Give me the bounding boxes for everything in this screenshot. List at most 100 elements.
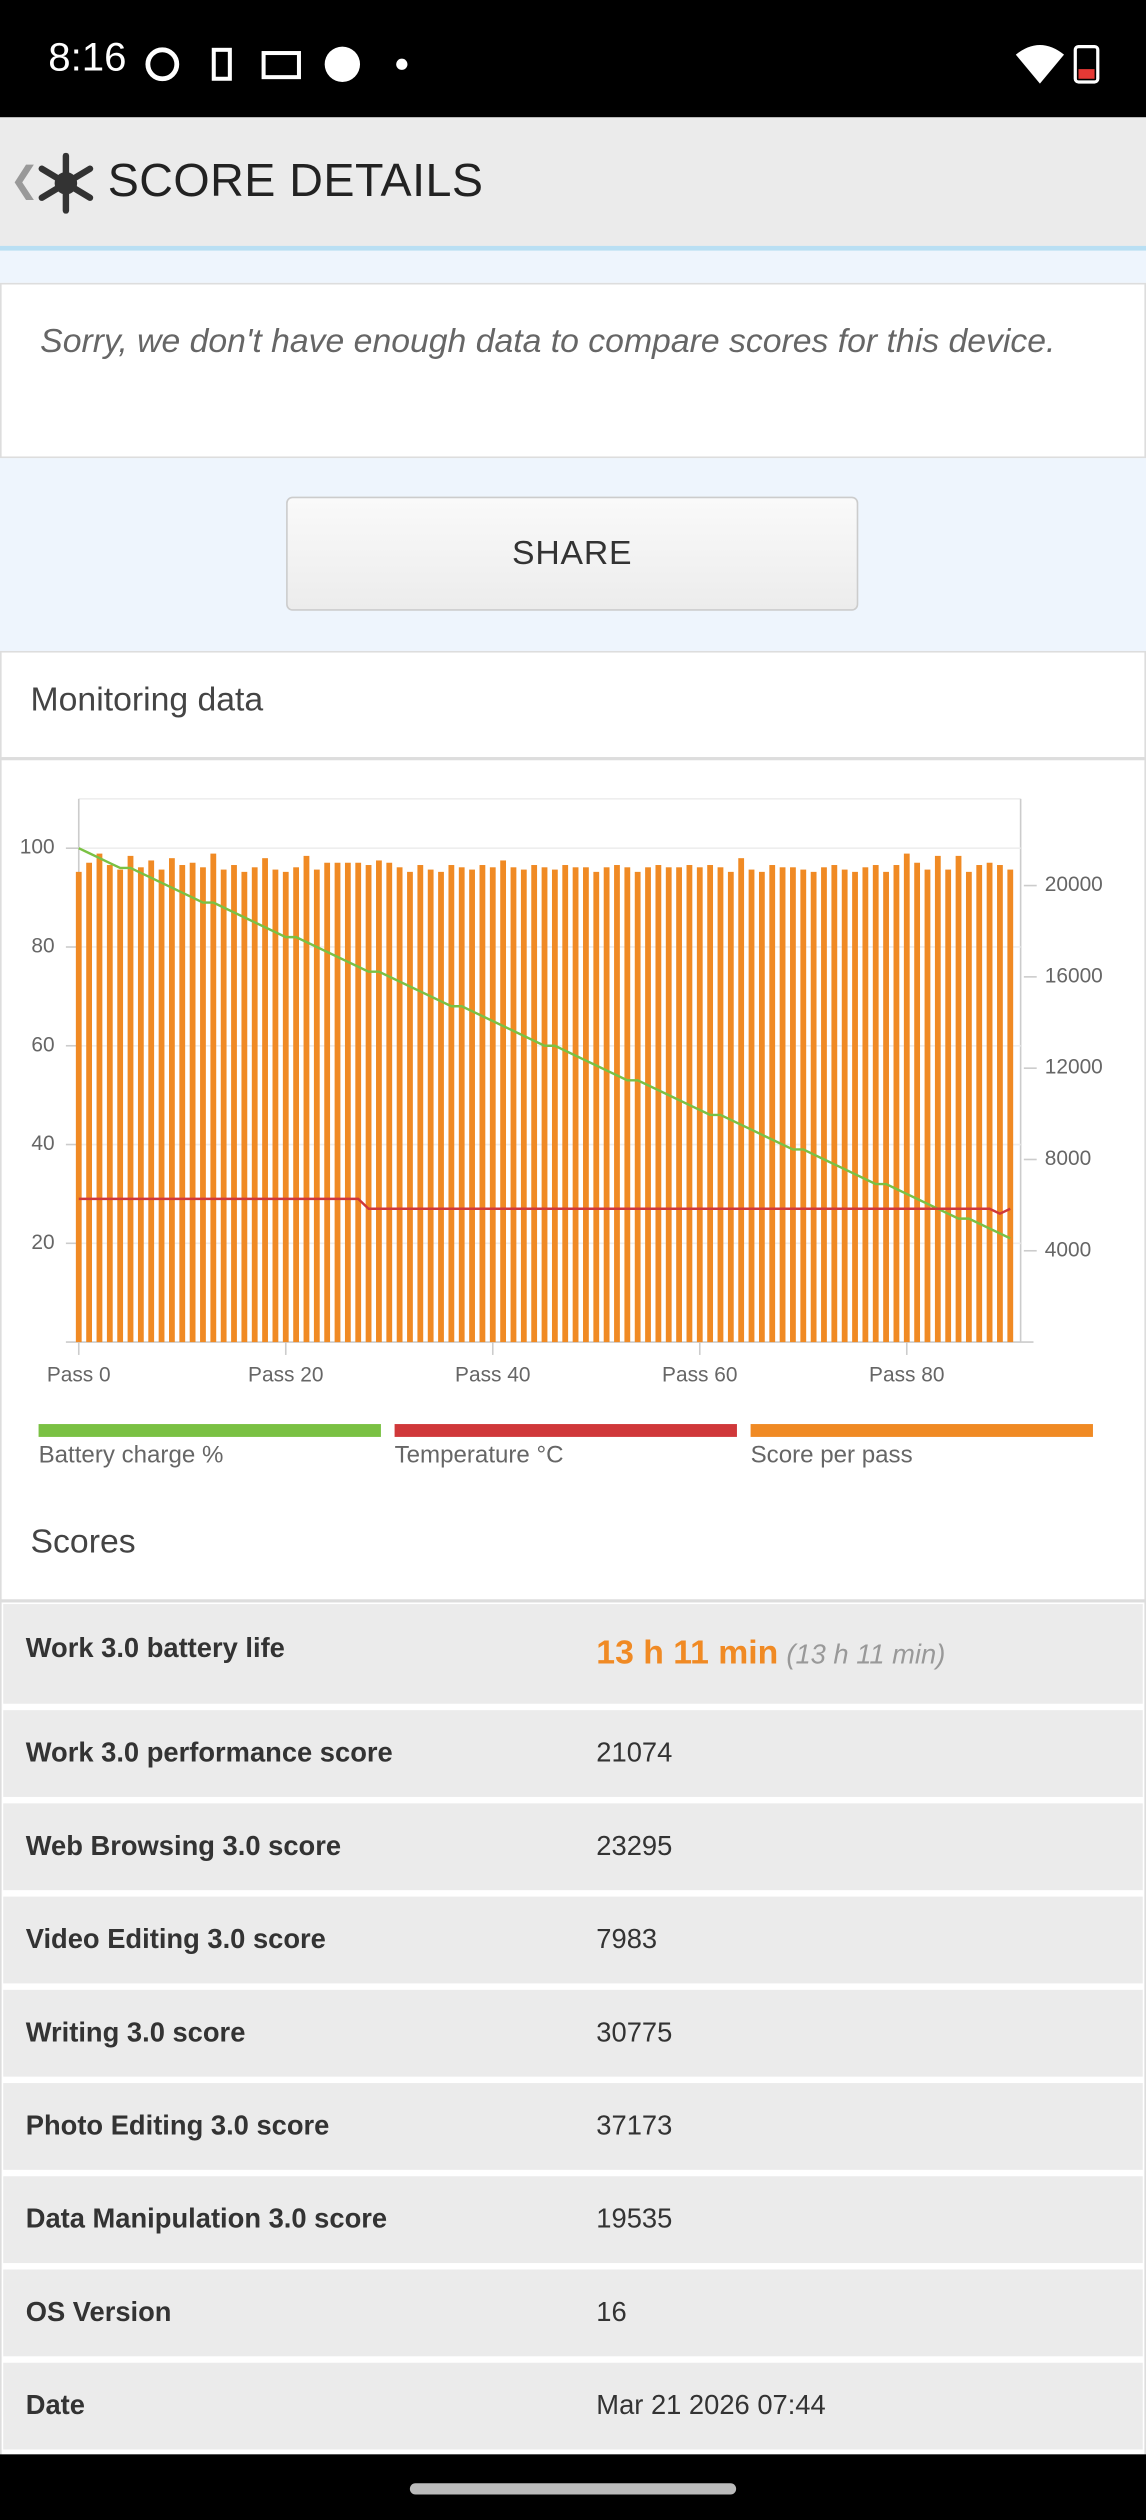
share-button[interactable]: SHARE [286,496,859,611]
value-note: (13 h 11 min) [786,1639,946,1670]
bar [458,867,465,1343]
y-tick-label: 80 [31,935,54,958]
bar [365,865,372,1343]
bar [676,867,682,1343]
value-text: 23295 [596,1830,673,1862]
divider [0,1599,1146,1603]
bar [997,865,1003,1343]
legend-swatch [750,1424,1093,1437]
bar [200,867,206,1343]
bar [438,871,444,1343]
notice-text: Sorry, we don't have enough data to comp… [40,323,1056,361]
bar [665,867,672,1343]
bar [210,853,217,1343]
value-text: 21074 [596,1737,673,1769]
bar [169,858,175,1343]
line [78,1197,1011,1216]
app-bar: ❮ SCORE DETAILS [0,117,1146,251]
row-value: Mar 21 2026 07:44 [596,2390,825,2422]
bar [386,862,393,1343]
y2-tick-label: 12000 [1045,1056,1103,1079]
y-tick-label: 60 [31,1033,54,1056]
row-label: OS Version [25,2296,172,2328]
row-value: 13 h 11 min (13 h 11 min) [596,1635,945,1674]
bar [841,869,848,1343]
bar [189,862,196,1343]
table-row: Work 3.0 performance score 21074 [3,1710,1143,1797]
value-text: 30775 [596,2017,673,2048]
screen-title: SCORE DETAILS [107,155,484,208]
bar [262,858,268,1343]
table-row: Writing 3.0 score 30775 [3,1989,1143,2077]
bar [427,869,434,1343]
bar [624,867,631,1343]
row-value: 16 [596,2297,626,2329]
notice-card: Sorry, we don't have enough data to comp… [0,282,1146,459]
bar [220,869,227,1343]
row-value: 37173 [596,2110,672,2142]
row-label: Video Editing 3.0 score [25,1923,326,1955]
table-row: Data Manipulation 3.0 score 19535 [3,2176,1143,2264]
y2-tick-label: 16000 [1045,964,1103,987]
bar [251,867,258,1343]
value-text: 7983 [596,1923,658,1955]
bar [583,867,589,1343]
bar [727,871,734,1343]
y-tick-label: 20 [31,1231,54,1254]
bar [158,869,165,1343]
bar [303,855,310,1343]
row-label: Work 3.0 battery life [25,1633,285,1664]
bar [355,862,362,1343]
table-row: Web Browsing 3.0 score 23295 [3,1803,1143,1891]
bar [634,871,641,1343]
table-row: OS Version 16 [3,2269,1143,2357]
bar [696,867,703,1343]
value-text: 16 [596,2296,627,2328]
bar [738,858,745,1343]
bar [758,871,765,1343]
bar [407,871,413,1343]
row-value: 19535 [596,2204,672,2236]
y2-tick-label: 20000 [1045,873,1103,896]
bar [417,865,424,1343]
x-tick-label: Pass 40 [455,1363,530,1386]
bar [893,865,900,1343]
bar [883,871,889,1343]
legend-swatch [394,1424,737,1437]
home-handle [409,2483,737,2495]
bar [924,869,931,1343]
monitoring-chart: 20 40 60 80 100 4000 8000 12000 16000 20000 Pass 0… [20,798,1103,1469]
bar [903,853,910,1343]
row-label: Photo Editing 3.0 score [25,2110,330,2141]
table-row: Video Editing 3.0 score 7983 [3,1896,1143,1984]
bar [614,865,620,1343]
bar [396,867,403,1343]
bar [779,867,786,1343]
bar [562,865,569,1343]
status-icons [145,45,1100,84]
row-label: Date [25,2390,85,2421]
row-label: Writing 3.0 score [25,2017,246,2048]
bar [148,860,155,1343]
status-bar: 8:16 [0,0,1146,118]
row-label: Web Browsing 3.0 score [25,1830,342,1862]
bar [469,869,475,1343]
bar [810,871,817,1343]
bar [955,855,962,1343]
back-button[interactable]: ❮ [9,159,40,200]
table-row: Work 3.0 battery life 13 h 11 min (13 h 11… [3,1604,1143,1704]
value-text: 37173 [596,2110,673,2141]
y2-tick-label: 8000 [1045,1147,1091,1170]
bar [344,862,351,1343]
y-tick-label: 100 [20,836,55,859]
bar [324,862,331,1343]
bar [831,865,838,1343]
bar [531,865,538,1343]
bar [872,865,879,1343]
bar [75,871,82,1343]
legend-label: Score per pass [751,1442,913,1469]
bar [603,867,610,1343]
x-tick-label: Pass 20 [248,1363,323,1386]
bar [572,867,579,1343]
